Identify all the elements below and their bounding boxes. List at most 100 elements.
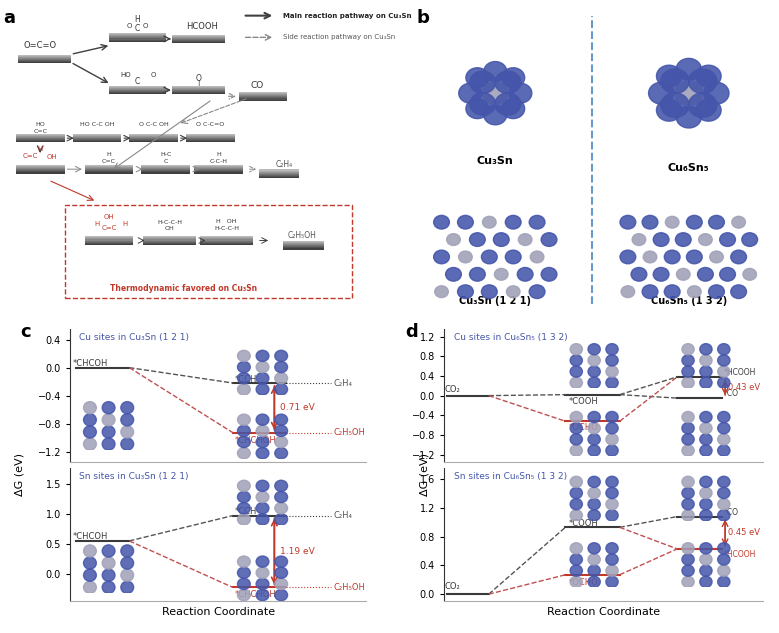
Circle shape	[482, 216, 496, 228]
Text: Sn sites in Cu₃Sn (1 2 1): Sn sites in Cu₃Sn (1 2 1)	[79, 472, 189, 482]
Text: a: a	[4, 9, 16, 27]
Text: c: c	[19, 323, 30, 341]
Bar	[85, 169, 133, 170]
Circle shape	[731, 216, 746, 228]
Text: *CHCHOH: *CHCHOH	[234, 436, 276, 444]
Text: 0.71 eV: 0.71 eV	[280, 403, 315, 412]
Text: C₂H₄: C₂H₄	[333, 511, 353, 520]
Text: 0.43 eV: 0.43 eV	[728, 383, 760, 392]
Bar	[85, 166, 133, 167]
Circle shape	[446, 268, 461, 281]
Bar	[18, 57, 71, 58]
Circle shape	[720, 233, 735, 246]
Circle shape	[457, 285, 474, 299]
Bar	[238, 96, 287, 97]
Text: C: C	[135, 77, 140, 86]
Bar	[186, 141, 234, 142]
Text: C: C	[135, 24, 140, 33]
Bar	[16, 172, 65, 173]
Bar	[194, 167, 243, 168]
Bar	[85, 242, 133, 244]
Text: CO₂: CO₂	[444, 582, 460, 591]
Bar	[142, 172, 190, 173]
Bar	[238, 94, 287, 95]
Text: Cu₃Sn: Cu₃Sn	[477, 156, 513, 166]
Text: b: b	[417, 9, 429, 27]
Text: *CHCOH: *CHCOH	[73, 358, 108, 368]
Circle shape	[466, 99, 489, 118]
Circle shape	[459, 251, 472, 263]
Circle shape	[470, 268, 485, 281]
Bar	[16, 141, 65, 142]
Bar	[172, 38, 224, 39]
Circle shape	[495, 93, 520, 115]
Circle shape	[459, 84, 481, 103]
Bar	[142, 167, 190, 168]
Bar	[186, 139, 234, 141]
Circle shape	[664, 285, 680, 299]
Text: O: O	[143, 23, 148, 28]
Bar	[18, 62, 71, 63]
Circle shape	[696, 65, 721, 87]
Circle shape	[686, 215, 702, 229]
Bar	[194, 165, 243, 166]
Bar	[16, 137, 65, 138]
Bar	[142, 166, 190, 167]
Bar	[16, 134, 65, 135]
Bar	[143, 241, 196, 242]
Circle shape	[446, 234, 460, 246]
Text: *CO: *CO	[724, 508, 738, 517]
Circle shape	[484, 61, 507, 82]
Bar	[16, 170, 65, 172]
Bar	[109, 93, 166, 94]
Text: HO C-C OH: HO C-C OH	[79, 122, 115, 127]
Text: C=C: C=C	[33, 128, 48, 134]
Text: OH: OH	[104, 214, 115, 220]
Bar	[109, 91, 166, 92]
Bar	[16, 166, 65, 167]
Bar	[284, 246, 324, 248]
Text: H: H	[216, 152, 220, 157]
Text: *CO: *CO	[724, 389, 738, 398]
Bar	[16, 165, 65, 166]
Text: *CHCHOH: *CHCHOH	[234, 590, 276, 599]
Circle shape	[631, 268, 647, 281]
Circle shape	[493, 233, 509, 246]
Circle shape	[689, 69, 717, 94]
Circle shape	[506, 250, 521, 264]
Circle shape	[689, 93, 717, 117]
Bar	[172, 35, 224, 37]
Circle shape	[434, 215, 449, 229]
Circle shape	[703, 82, 729, 104]
Circle shape	[509, 84, 532, 103]
Circle shape	[470, 71, 495, 94]
Bar	[65, 205, 352, 298]
Text: ΔG (eV): ΔG (eV)	[15, 453, 24, 496]
Circle shape	[697, 268, 714, 281]
Circle shape	[457, 215, 474, 229]
Bar	[259, 174, 299, 175]
Bar	[109, 87, 166, 88]
Circle shape	[649, 82, 674, 104]
Circle shape	[676, 268, 690, 280]
Bar	[16, 139, 65, 141]
Text: O: O	[127, 23, 132, 28]
Circle shape	[709, 215, 724, 229]
Circle shape	[654, 268, 669, 281]
Bar	[72, 138, 122, 139]
Circle shape	[657, 65, 682, 87]
Circle shape	[643, 251, 657, 263]
Circle shape	[517, 268, 533, 281]
Circle shape	[686, 250, 702, 264]
Circle shape	[632, 234, 646, 246]
Circle shape	[676, 106, 701, 128]
Text: 0.45 eV: 0.45 eV	[728, 528, 760, 537]
Circle shape	[506, 215, 521, 229]
Text: C: C	[164, 159, 168, 163]
Bar	[284, 248, 324, 249]
Bar	[72, 137, 122, 138]
Text: H: H	[37, 146, 43, 152]
Circle shape	[484, 105, 507, 125]
Bar	[284, 243, 324, 244]
Bar	[172, 37, 224, 38]
